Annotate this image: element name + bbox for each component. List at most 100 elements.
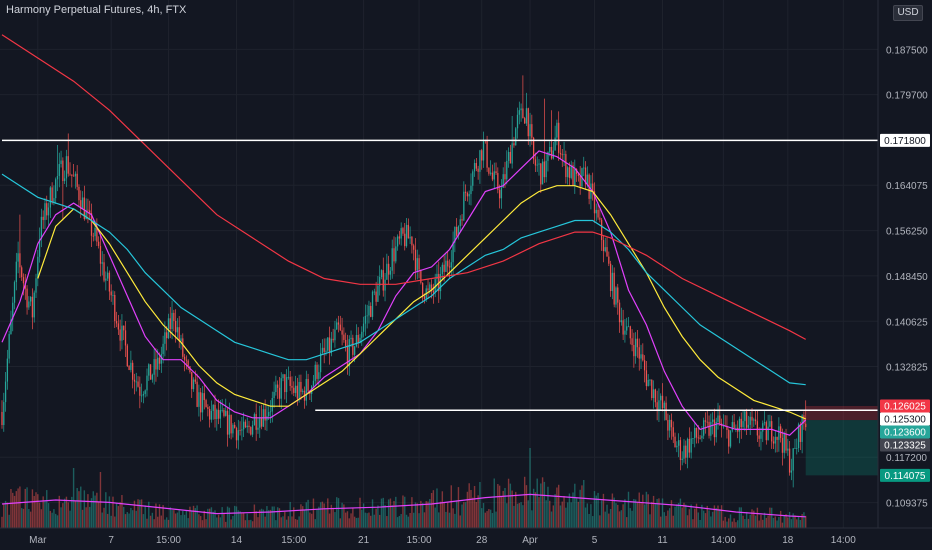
candle-body <box>414 249 417 271</box>
volume-bar <box>131 510 134 528</box>
candle-body <box>631 338 633 346</box>
volume-bar <box>518 503 521 528</box>
candle-body <box>464 191 467 193</box>
candle-body <box>692 438 694 439</box>
volume-bar <box>187 518 189 528</box>
candle-body <box>38 239 41 257</box>
volume-bar <box>642 494 644 528</box>
candle-body <box>128 366 130 370</box>
volume-bar <box>278 508 281 528</box>
volume-bar <box>515 491 517 528</box>
volume-bar <box>745 511 748 528</box>
volume-bar <box>407 516 410 528</box>
price-label-bg <box>880 412 930 426</box>
candle-body <box>337 322 340 325</box>
candle-body <box>379 276 381 286</box>
volume-bar <box>55 513 57 528</box>
volume-bar <box>178 510 180 528</box>
candle-body <box>540 163 542 185</box>
volume-bar <box>305 502 307 528</box>
volume-bar <box>341 502 343 528</box>
x-tick-label: 5 <box>592 535 598 546</box>
candle-body <box>396 236 399 247</box>
candle-body <box>235 427 238 441</box>
candle-body <box>457 226 460 236</box>
candle-body <box>742 421 744 428</box>
candle-body <box>482 140 485 161</box>
candle-body <box>321 347 324 354</box>
candle-body <box>676 445 678 448</box>
candle-body <box>171 312 173 330</box>
price-label: 0.123325 <box>884 441 926 452</box>
candle-body <box>427 288 429 291</box>
volume-bar <box>167 519 170 528</box>
candle-body <box>352 337 354 355</box>
candle-body <box>593 191 596 214</box>
candle-body <box>445 260 447 272</box>
candle-body <box>754 419 757 422</box>
volume-bar <box>470 489 472 528</box>
candle-body <box>549 146 551 152</box>
volume-bar <box>37 494 39 528</box>
candle-body <box>187 360 189 367</box>
candle-body <box>497 173 499 190</box>
volume-bar <box>67 502 69 528</box>
price-label-bg <box>880 438 930 452</box>
volume-bar <box>72 468 75 528</box>
candle-body <box>463 191 465 221</box>
position-box[interactable] <box>805 405 878 476</box>
moving-average-lines <box>1 34 807 436</box>
volume-bar <box>769 507 771 528</box>
candle-body <box>273 392 275 399</box>
candle-body <box>448 266 451 268</box>
volume-bar <box>753 510 755 528</box>
candle-body <box>49 187 51 208</box>
candle-body <box>669 419 671 431</box>
candle-body <box>486 140 488 168</box>
candle-body <box>121 325 123 341</box>
candle-body <box>289 376 291 386</box>
volume-bar <box>736 520 739 528</box>
candle-body <box>264 409 266 421</box>
candle-body <box>237 430 239 441</box>
volume-bar <box>214 510 216 528</box>
volume-bar <box>269 509 272 528</box>
candle-body <box>357 334 359 343</box>
candle-body <box>740 418 742 428</box>
volume-bar <box>454 513 456 528</box>
candle-body <box>638 347 640 359</box>
candle-body <box>40 216 43 240</box>
candle-body <box>459 219 461 227</box>
candle-body <box>110 291 112 296</box>
time-axis[interactable]: Mar 7 15:00 14 15:00 21 15:00 28 Apr 5 11 14:00 18 14… <box>0 527 932 546</box>
candle-body <box>191 371 193 390</box>
candle-body <box>158 357 161 364</box>
volume-bar <box>411 497 413 528</box>
volume-bar <box>31 489 34 528</box>
volume-bar <box>629 508 631 528</box>
volume-bar <box>588 513 590 528</box>
candle-body <box>756 421 759 436</box>
volume-bar <box>731 521 734 528</box>
candle-body <box>436 273 438 279</box>
candle-body <box>695 427 698 438</box>
candle-body <box>284 374 286 393</box>
volume-bar <box>414 502 417 528</box>
candle-body <box>429 284 431 291</box>
candle-body <box>790 470 793 473</box>
candle-body <box>139 386 141 396</box>
candle-body <box>98 241 100 246</box>
volume-bar <box>346 511 349 528</box>
currency-button[interactable]: USD <box>893 5 923 21</box>
volume-bar <box>29 511 32 528</box>
volume-bar <box>525 485 528 528</box>
price-axis[interactable]: 0.109375 0.117200 0.132825 0.140625 0.148450… <box>877 0 928 528</box>
volume-bar <box>250 519 252 528</box>
candle-body <box>432 290 435 293</box>
candle-body <box>386 263 388 280</box>
volume-bar <box>643 504 646 528</box>
horizontal-lines[interactable] <box>2 139 878 411</box>
candle-body <box>672 427 674 437</box>
volume-bar <box>706 505 708 528</box>
